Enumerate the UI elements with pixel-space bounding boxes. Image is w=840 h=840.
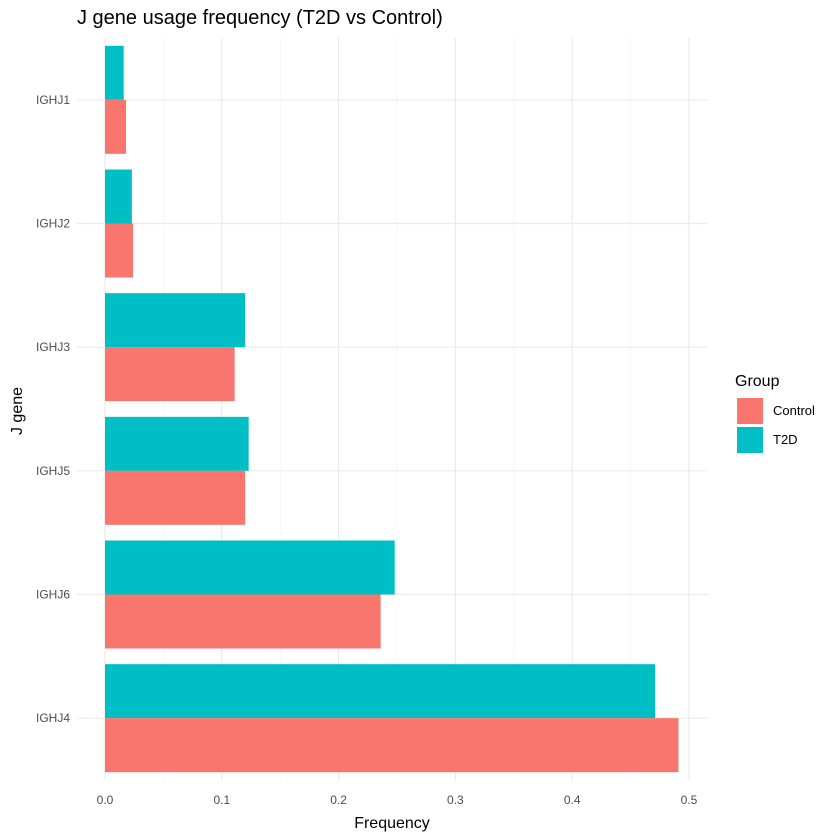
bar-control-ighj4 (105, 718, 679, 773)
y-tick-label: IGHJ4 (36, 711, 70, 725)
legend: Group Control T2D (735, 373, 815, 453)
bar-control-ighj6 (105, 594, 381, 649)
y-tick-label: IGHJ2 (36, 217, 70, 231)
y-tick-label: IGHJ6 (36, 588, 70, 602)
legend-label-t2d: T2D (773, 432, 798, 447)
bar-t2d-ighj2 (105, 169, 132, 224)
x-tick-label: 0.2 (330, 793, 347, 807)
x-axis-title: Frequency (354, 815, 430, 832)
bar-control-ighj3 (105, 347, 235, 402)
x-tick-label: 0.1 (213, 793, 230, 807)
x-tick-label: 0.4 (564, 793, 581, 807)
bar-t2d-ighj5 (105, 416, 249, 471)
y-axis-title: J gene (9, 387, 26, 435)
y-tick-label: IGHJ1 (36, 93, 70, 107)
bar-control-ighj5 (105, 470, 246, 525)
chart-title: J gene usage frequency (T2D vs Control) (77, 7, 443, 29)
x-tick-label: 0.3 (447, 793, 464, 807)
legend-title: Group (735, 373, 780, 390)
bar-t2d-ighj4 (105, 664, 656, 719)
bar-t2d-ighj1 (105, 45, 124, 100)
legend-key-control (737, 398, 763, 424)
bar-control-ighj2 (105, 223, 134, 278)
x-tick-label: 0.0 (97, 793, 114, 807)
y-tick-label: IGHJ3 (36, 340, 70, 354)
bar-t2d-ighj6 (105, 540, 395, 595)
x-tick-label: 0.5 (681, 793, 698, 807)
legend-label-control: Control (773, 403, 815, 418)
x-axis-ticks: 0.0 0.1 0.2 0.3 0.4 0.5 (97, 793, 698, 807)
bars (105, 45, 679, 773)
y-axis-ticks: IGHJ1 IGHJ2 IGHJ3 IGHJ5 IGHJ6 IGHJ4 (36, 93, 70, 725)
y-tick-label: IGHJ5 (36, 464, 70, 478)
legend-key-t2d (737, 427, 763, 453)
bar-t2d-ighj3 (105, 293, 246, 348)
bar-control-ighj1 (105, 99, 127, 154)
